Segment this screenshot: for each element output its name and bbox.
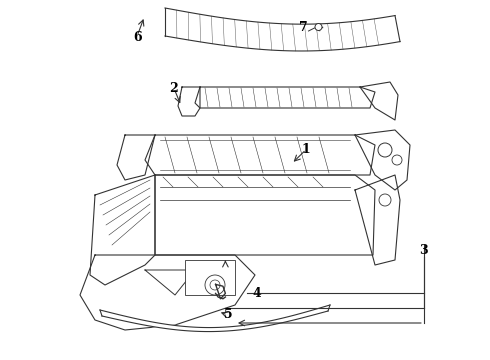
Text: 7: 7 (299, 21, 308, 33)
Text: 2: 2 (170, 82, 178, 95)
Polygon shape (117, 135, 155, 180)
Bar (185, 260, 235, 295)
Polygon shape (145, 135, 375, 175)
Polygon shape (178, 87, 200, 116)
Polygon shape (155, 175, 375, 255)
Text: 1: 1 (302, 143, 311, 156)
Polygon shape (90, 175, 155, 285)
Polygon shape (195, 87, 375, 108)
Text: 6: 6 (133, 31, 142, 44)
Text: 4: 4 (253, 287, 262, 300)
Polygon shape (355, 130, 410, 190)
Polygon shape (360, 82, 398, 120)
Polygon shape (165, 8, 400, 51)
Circle shape (378, 143, 392, 157)
Circle shape (205, 275, 225, 295)
Circle shape (379, 194, 391, 206)
Text: 3: 3 (419, 244, 428, 257)
Polygon shape (100, 305, 330, 332)
Circle shape (315, 23, 322, 31)
Circle shape (210, 280, 220, 290)
Text: 5: 5 (223, 309, 232, 321)
Circle shape (392, 155, 402, 165)
Polygon shape (355, 175, 400, 265)
Polygon shape (80, 255, 255, 330)
